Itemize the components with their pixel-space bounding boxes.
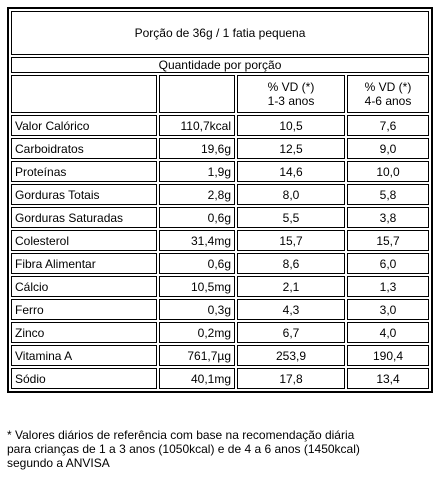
row: Ferro 0,3g 4,3 3,0 xyxy=(11,299,429,320)
row: Zinco 0,2mg 6,7 4,0 xyxy=(11,322,429,343)
vd-1-3: 2,1 xyxy=(237,276,345,297)
nutrient: Cálcio xyxy=(11,276,157,297)
amount: 31,4mg xyxy=(159,230,235,251)
vd-4-6: 13,4 xyxy=(347,368,429,389)
vd-4-6: 15,7 xyxy=(347,230,429,251)
row: Proteínas 1,9g 14,6 10,0 xyxy=(11,161,429,182)
footnote-line: segundo a ANVISA xyxy=(7,456,110,470)
nutrient: Gorduras Totais xyxy=(11,184,157,205)
amount: 0,3g xyxy=(159,299,235,320)
vd-1-3: 15,7 xyxy=(237,230,345,251)
amount: 19,6g xyxy=(159,138,235,159)
vd-1-3: 8,6 xyxy=(237,253,345,274)
nutrient: Proteínas xyxy=(11,161,157,182)
amount: 110,7kcal xyxy=(159,115,235,136)
nutrition-table: Porção de 36g / 1 fatia pequena Quantida… xyxy=(7,7,433,393)
vd-1-3: 253,9 xyxy=(237,345,345,366)
nutrient: Valor Calórico xyxy=(11,115,157,136)
amount: 2,8g xyxy=(159,184,235,205)
vd-1-3: 10,5 xyxy=(237,115,345,136)
amount: 0,6g xyxy=(159,207,235,228)
footnote: * Valores diários de referência com base… xyxy=(7,428,360,470)
nutrient: Gorduras Saturadas xyxy=(11,207,157,228)
nutrient: Vitamina A xyxy=(11,345,157,366)
footnote-line: para crianças de 1 a 3 anos (1050kcal) e… xyxy=(7,442,360,456)
nutrient: Ferro xyxy=(11,299,157,320)
vd-4-6: 10,0 xyxy=(347,161,429,182)
vd-1-3: 6,7 xyxy=(237,322,345,343)
row: Gorduras Totais 2,8g 8,0 5,8 xyxy=(11,184,429,205)
amount: 0,2mg xyxy=(159,322,235,343)
row: Gorduras Saturadas 0,6g 5,5 3,8 xyxy=(11,207,429,228)
row: Vitamina A 761,7µg 253,9 190,4 xyxy=(11,345,429,366)
vd-4-6: 190,4 xyxy=(347,345,429,366)
row: Colesterol 31,4mg 15,7 15,7 xyxy=(11,230,429,251)
column-header-line: 1-3 anos xyxy=(267,94,315,108)
serving: Porção de 36g / 1 fatia pequena xyxy=(11,11,429,55)
empty-header xyxy=(159,75,235,113)
empty-header xyxy=(11,75,157,113)
vd-4-6: 3,8 xyxy=(347,207,429,228)
vd-4-6: 1,3 xyxy=(347,276,429,297)
vd-4-6: 4,0 xyxy=(347,322,429,343)
vd-1-3: 17,8 xyxy=(237,368,345,389)
row: Sódio 40,1mg 17,8 13,4 xyxy=(11,368,429,389)
nutrient: Colesterol xyxy=(11,230,157,251)
vd-1-3: 14,6 xyxy=(237,161,345,182)
vd-4-6: 5,8 xyxy=(347,184,429,205)
amount: 40,1mg xyxy=(159,368,235,389)
vd-1-3: 8,0 xyxy=(237,184,345,205)
column-header-line: 4-6 anos xyxy=(364,94,412,108)
amount: 761,7µg xyxy=(159,345,235,366)
row: Fibra Alimentar 0,6g 8,6 6,0 xyxy=(11,253,429,274)
column-header-line: % VD (*) xyxy=(267,80,315,94)
row: Cálcio 10,5mg 2,1 1,3 xyxy=(11,276,429,297)
column-header-line: % VD (*) xyxy=(364,80,412,94)
amount: 0,6g xyxy=(159,253,235,274)
vd-1-3: 4,3 xyxy=(237,299,345,320)
nutrient: Sódio xyxy=(11,368,157,389)
footnote-line: * Valores diários de referência com base… xyxy=(7,428,355,442)
column-header: % VD (*) 4-6 anos xyxy=(347,75,429,113)
vd-4-6: 3,0 xyxy=(347,299,429,320)
vd-4-6: 7,6 xyxy=(347,115,429,136)
amount: 1,9g xyxy=(159,161,235,182)
amount: 10,5mg xyxy=(159,276,235,297)
nutrient: Zinco xyxy=(11,322,157,343)
row: Carboidratos 19,6g 12,5 9,0 xyxy=(11,138,429,159)
vd-1-3: 5,5 xyxy=(237,207,345,228)
row: Valor Calórico 110,7kcal 10,5 7,6 xyxy=(11,115,429,136)
vd-4-6: 6,0 xyxy=(347,253,429,274)
nutrient: Carboidratos xyxy=(11,138,157,159)
quantity-label: Quantidade por porção xyxy=(11,57,429,73)
column-header: % VD (*) 1-3 anos xyxy=(237,75,345,113)
vd-4-6: 9,0 xyxy=(347,138,429,159)
nutrient: Fibra Alimentar xyxy=(11,253,157,274)
vd-1-3: 12,5 xyxy=(237,138,345,159)
